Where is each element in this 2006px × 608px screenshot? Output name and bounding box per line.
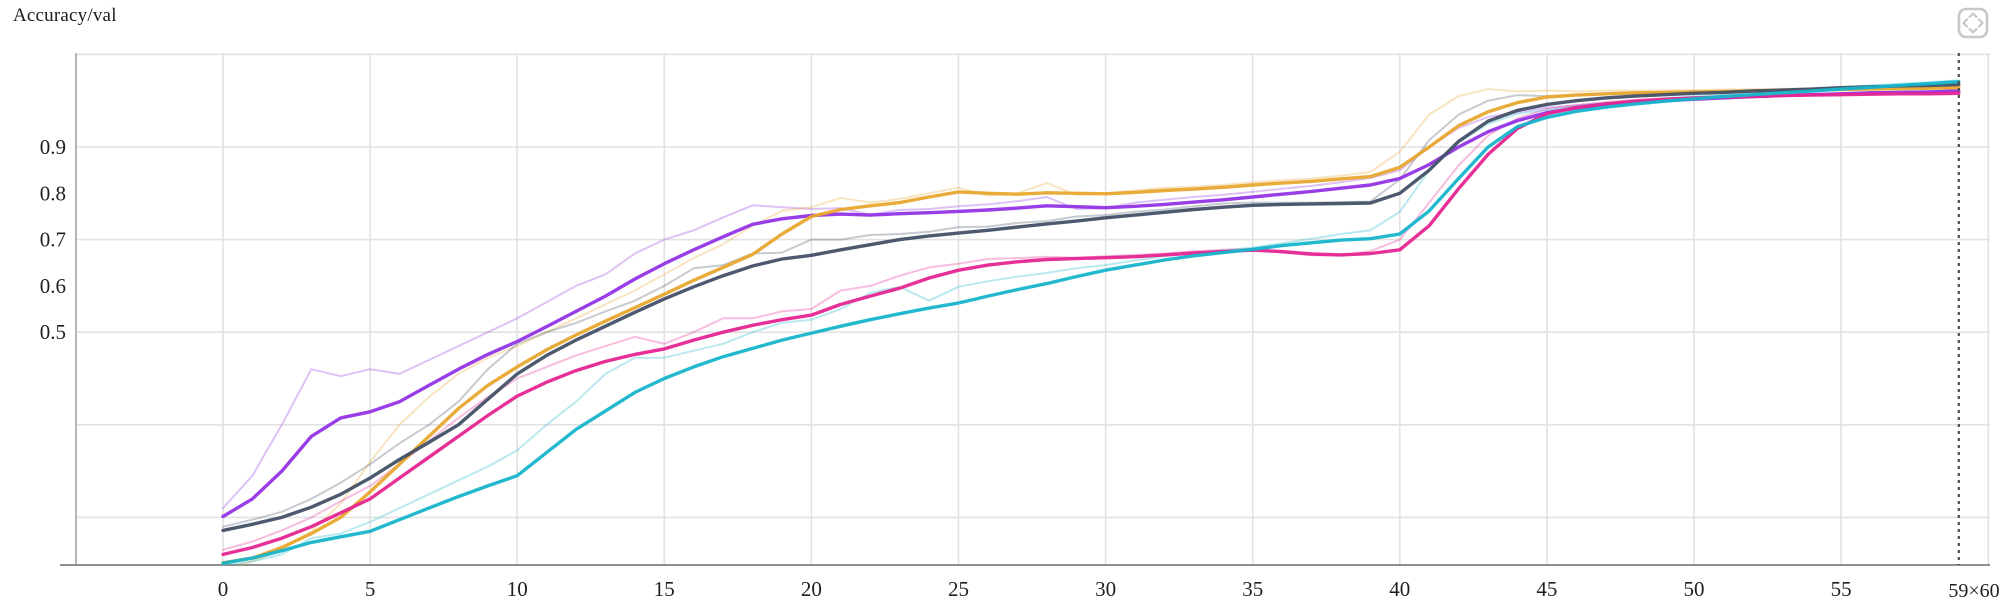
y-tick-label: 0.6 (40, 274, 66, 298)
chart-title: Accuracy/val (13, 5, 117, 26)
series-cyan-run-raw-line (222, 79, 1960, 565)
x-tick-label: 30 (1095, 577, 1116, 601)
x-tick-label: 55 (1831, 577, 1852, 601)
series-magenta-run-smoothed-line (221, 91, 1961, 557)
series-slate-run-raw-line (222, 83, 1960, 528)
series-slate-run-smoothed-line (221, 82, 1961, 533)
x-tick-label: 25 (948, 577, 969, 601)
y-tick-label: 0.9 (40, 135, 66, 159)
x-tick-label: 40 (1389, 577, 1410, 601)
series-layer (221, 79, 1961, 565)
expand-chart-button[interactable] (1953, 3, 1993, 43)
series-purple-run-raw-line (222, 89, 1960, 510)
x-tick-label: 45 (1536, 577, 1557, 601)
x-tick-label: 10 (507, 577, 528, 601)
series-amber-run-smoothed-line (221, 85, 1961, 565)
x-tick-label: 50 (1684, 577, 1705, 601)
x-tick-label: 35 (1242, 577, 1263, 601)
x-tick-label: 15 (654, 577, 675, 601)
y-tick-label: 0.8 (40, 181, 66, 205)
cursor-step-label: 59×60 (1948, 580, 1999, 602)
y-tick-label: 0.7 (40, 228, 66, 252)
expand-icon (1957, 7, 1989, 39)
x-tick-label: 0 (218, 577, 229, 601)
series-cyan-run-smoothed-line (221, 79, 1961, 565)
x-tick-label: 5 (365, 577, 376, 601)
series-magenta-run-raw-line (222, 91, 1960, 551)
x-tick-label: 20 (801, 577, 822, 601)
series-purple-run-smoothed-line (221, 89, 1961, 519)
series-amber-run-raw-line (232, 86, 1960, 565)
y-tick-label: 0.5 (40, 320, 66, 344)
